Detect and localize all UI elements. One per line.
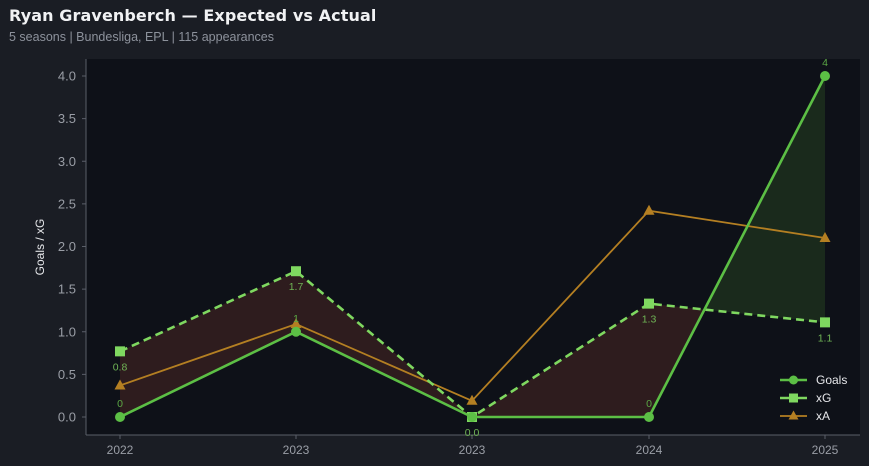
xg-data-label: 1.7: [289, 281, 304, 293]
x-tick-label: 2025: [812, 443, 839, 457]
xg-data-label: 0.8: [113, 361, 128, 373]
goals-data-label: 0: [646, 398, 652, 410]
underperformance-fill: [120, 271, 296, 417]
xg-data-label: 1.3: [642, 314, 657, 326]
circle-marker-icon: [820, 71, 830, 81]
y-tick-label: 2.5: [58, 196, 76, 211]
goals-data-label: 0: [117, 398, 123, 410]
x-tick-label: 2024: [636, 443, 663, 457]
y-axis-label: Goals / xG: [33, 219, 47, 276]
legend-item-label: xG: [816, 391, 831, 405]
goals-data-label: 1: [293, 313, 299, 325]
series-xa: [114, 204, 831, 405]
triangle-marker-icon: [466, 394, 478, 405]
triangle-marker-icon: [643, 204, 655, 215]
legend-square-icon: [789, 393, 798, 403]
y-tick-label: 0.5: [58, 367, 76, 382]
circle-marker-icon: [467, 412, 477, 422]
overperformance-fill: [704, 76, 825, 323]
y-tick-label: 3.0: [58, 154, 76, 169]
y-tick-label: 0.0: [58, 410, 76, 425]
x-tick-label: 2023: [283, 443, 310, 457]
goals-data-label: 4: [822, 57, 828, 69]
legend-triangle-icon: [788, 410, 799, 420]
circle-marker-icon: [644, 412, 654, 422]
y-tick-label: 4.0: [58, 69, 76, 84]
series-goals: [115, 71, 830, 422]
triangle-marker-icon: [114, 379, 126, 390]
y-tick-label: 1.0: [58, 324, 76, 339]
legend: Goals xG xA: [780, 373, 847, 423]
square-marker-icon: [644, 298, 654, 309]
circle-marker-icon: [115, 412, 125, 422]
xg-data-label: 1.1: [818, 332, 833, 344]
x-tick-label: 2022: [107, 443, 134, 457]
y-tick-label: 2.0: [58, 239, 76, 254]
chart-title: Ryan Gravenberch — Expected vs Actual: [9, 6, 377, 25]
triangle-marker-icon: [290, 318, 302, 329]
chart-subtitle: 5 seasons | Bundesliga, EPL | 115 appear…: [9, 30, 275, 44]
square-marker-icon: [291, 266, 301, 277]
triangle-marker-icon: [819, 231, 831, 242]
circle-marker-icon: [291, 326, 301, 337]
x-tick-label: 2023: [459, 443, 486, 457]
square-marker-icon: [820, 317, 830, 328]
y-tick-label: 3.5: [58, 111, 76, 126]
xg-data-label: 0.0: [465, 427, 480, 439]
legend-item-label: Goals: [816, 373, 847, 387]
legend-item-label: xA: [816, 409, 830, 423]
y-tick-label: 1.5: [58, 282, 76, 297]
legend-circle-icon: [789, 375, 798, 385]
square-marker-icon: [115, 346, 125, 357]
